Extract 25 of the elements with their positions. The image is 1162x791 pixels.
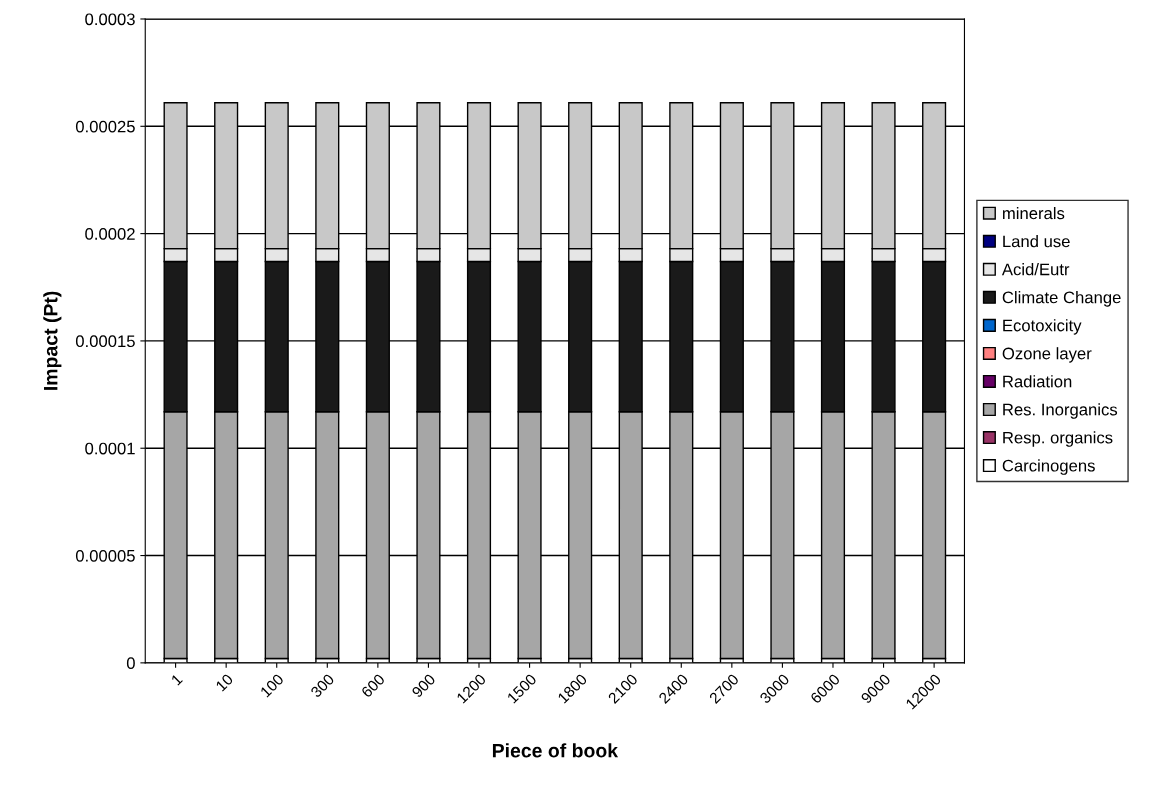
x-axis-title: Piece of book xyxy=(492,743,619,758)
y-tick-label: 0 xyxy=(126,657,135,670)
legend-label: Climate Change xyxy=(1002,291,1121,307)
x-tick-label: 300 xyxy=(309,673,335,699)
y-axis-title: Impact (Pt) xyxy=(43,291,62,390)
legend-label: minerals xyxy=(1003,206,1065,220)
legend-label: Radiation xyxy=(1003,375,1072,388)
y-tick-label: 0.0002 xyxy=(85,228,135,240)
legend-label: Resp. organics xyxy=(1003,431,1113,447)
x-tick-label: 900 xyxy=(411,673,436,699)
x-tick-label: 1 xyxy=(170,673,183,686)
y-tick-label: 0.0003 xyxy=(85,13,135,26)
legend-label: Ecotoxicity xyxy=(1003,319,1082,335)
y-tick-label: 0.00005 xyxy=(75,549,135,562)
legend-label: Acid/Eutr xyxy=(1001,263,1070,276)
y-tick-label: 0.00015 xyxy=(75,335,135,348)
legend-label: Land use xyxy=(1003,235,1070,248)
y-tick-label: 0.0001 xyxy=(85,442,135,455)
x-tick-label: 600 xyxy=(360,673,386,698)
x-tick-label: 100 xyxy=(259,673,285,698)
x-tick-label: 10 xyxy=(215,673,234,692)
legend-label: Res. Inorganics xyxy=(1003,403,1118,419)
legend-label: Ozone layer xyxy=(1002,347,1092,363)
legend-label: Carcinogens xyxy=(1002,459,1095,475)
y-tick-label: 0.00025 xyxy=(75,120,135,133)
